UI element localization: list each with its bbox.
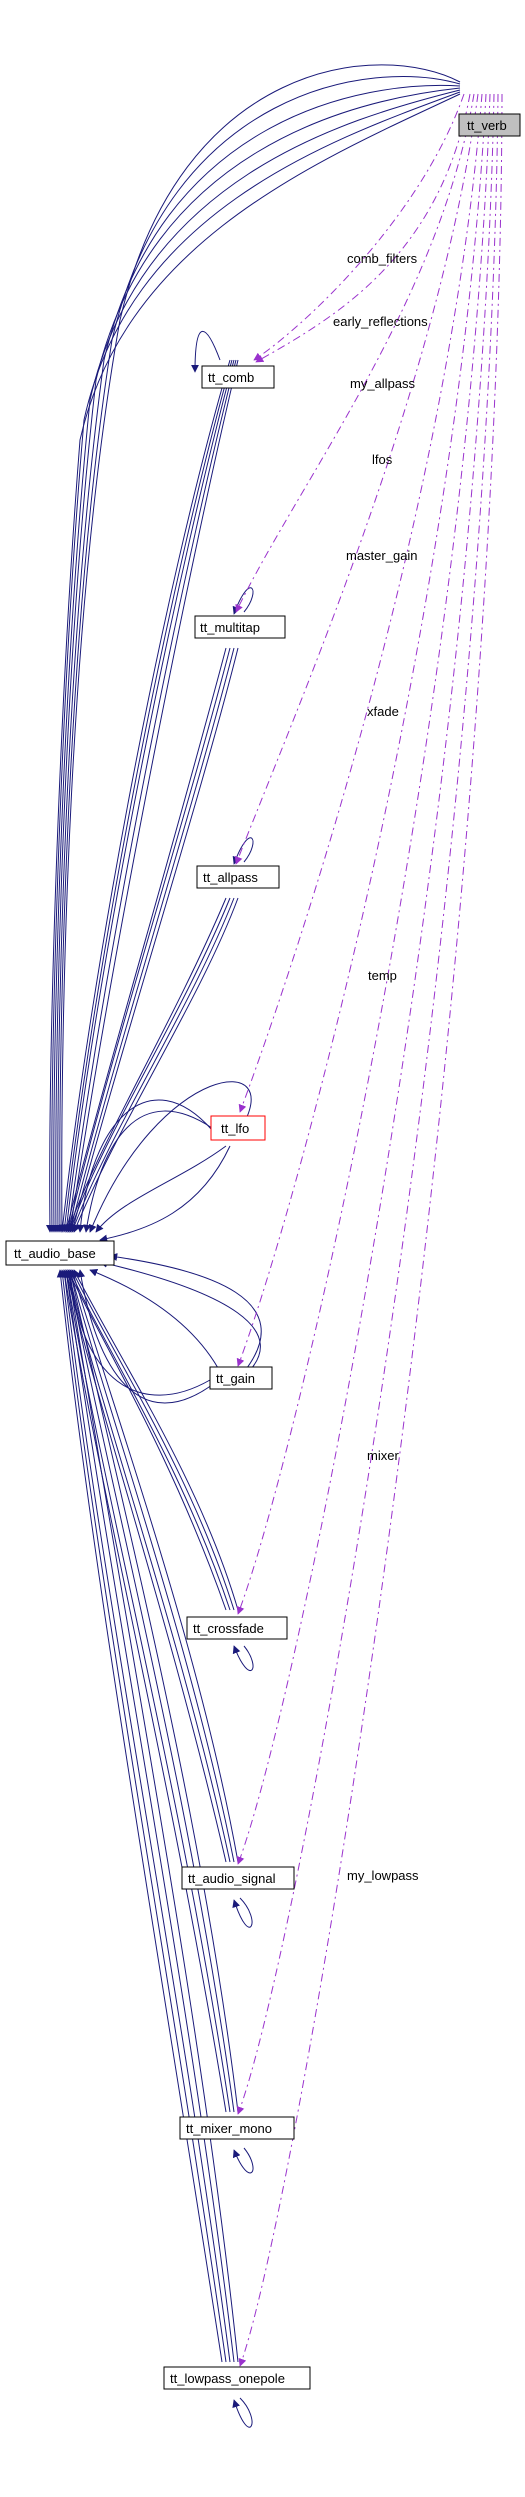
node-tt-multitap[interactable]: tt_multitap <box>194 615 286 639</box>
node-tt-crossfade[interactable]: tt_crossfade <box>186 1616 288 1640</box>
usage-edges <box>234 93 503 2367</box>
node-tt-verb[interactable]: tt_verb <box>458 113 521 137</box>
edge-labels: comb_filters early_reflections my_allpas… <box>333 251 428 1883</box>
edge-label-early-reflections: early_reflections <box>333 314 428 329</box>
node-label: tt_audio_signal <box>188 1871 276 1886</box>
node-tt-lowpass-onepole[interactable]: tt_lowpass_onepole <box>163 2366 311 2390</box>
edge-label-my-allpass: my_allpass <box>350 376 416 391</box>
node-label: tt_audio_base <box>14 1246 96 1261</box>
node-label: tt_crossfade <box>193 1621 264 1636</box>
node-label: tt_lfo <box>221 1121 249 1136</box>
node-tt-gain[interactable]: tt_gain <box>209 1366 273 1390</box>
edge-label-xfade: xfade <box>367 704 399 719</box>
node-label: tt_comb <box>208 370 254 385</box>
node-tt-lfo[interactable]: tt_lfo <box>210 1115 266 1141</box>
node-label: tt_multitap <box>200 620 260 635</box>
node-tt-comb[interactable]: tt_comb <box>201 365 275 389</box>
node-label: tt_verb <box>467 118 507 133</box>
node-tt-allpass[interactable]: tt_allpass <box>196 865 280 889</box>
node-label: tt_gain <box>216 1371 255 1386</box>
edge-label-lfos: lfos <box>372 452 393 467</box>
node-label: tt_allpass <box>203 870 258 885</box>
edge-label-master-gain: master_gain <box>346 548 418 563</box>
edge-label-comb-filters: comb_filters <box>347 251 418 266</box>
inheritance-edges <box>45 64 461 2428</box>
node-tt-audio-base[interactable]: tt_audio_base <box>5 1240 115 1266</box>
node-label: tt_mixer_mono <box>186 2121 272 2136</box>
node-tt-mixer-mono[interactable]: tt_mixer_mono <box>179 2116 295 2140</box>
edge-label-mixer: mixer <box>367 1448 399 1463</box>
node-tt-audio-signal[interactable]: tt_audio_signal <box>181 1866 295 1890</box>
edge-label-my-lowpass: my_lowpass <box>347 1868 419 1883</box>
edge-label-temp: temp <box>368 968 397 983</box>
node-label: tt_lowpass_onepole <box>170 2371 285 2386</box>
